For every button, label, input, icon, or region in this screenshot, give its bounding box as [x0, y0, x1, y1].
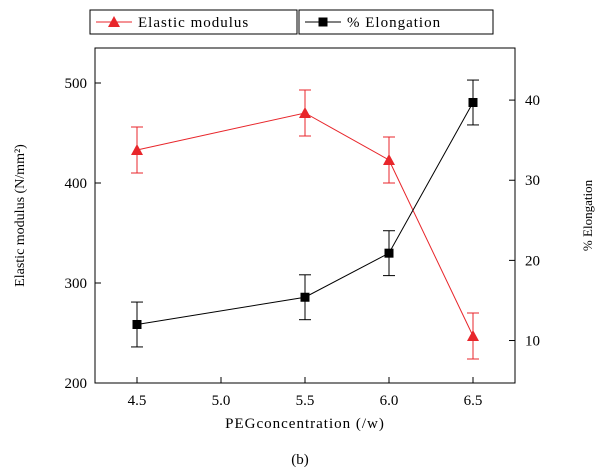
x-tick-label: 5.5 — [296, 393, 315, 409]
data-point-square — [468, 97, 478, 107]
x-tick-label: 6.0 — [380, 393, 399, 409]
series-elastic-modulus — [131, 89, 479, 360]
axis-ticks: 4.5 5.0 5.5 6.0 6.5 200 300 400 500 10 20 30 40 — [65, 76, 541, 409]
y-right-tick-label: 20 — [525, 253, 540, 269]
series-line — [136, 112, 474, 337]
data-point-square — [132, 319, 142, 329]
legend-item-elastic-modulus: Elastic modulus — [89, 9, 298, 35]
series-elongation — [131, 79, 479, 348]
series-layer — [131, 79, 479, 360]
x-axis-label: PEGconcentration (/w) — [225, 416, 385, 432]
x-tick-label: 6.5 — [464, 393, 483, 409]
y-right-tick-label: 40 — [525, 93, 540, 109]
x-tick-label: 4.5 — [128, 393, 147, 409]
y-axis-right-label: % Elongation — [580, 179, 595, 251]
y-left-tick-label: 200 — [65, 376, 88, 392]
y-left-tick-label: 400 — [65, 176, 88, 192]
data-point-triangle — [299, 107, 311, 118]
figure-caption: (b) — [291, 452, 309, 468]
data-point-triangle — [467, 330, 479, 341]
data-point-square — [300, 292, 310, 302]
y-right-tick-label: 10 — [525, 334, 540, 350]
legend-marker-square — [318, 17, 328, 27]
legend-label: % Elongation — [347, 15, 441, 31]
legend-label: Elastic modulus — [138, 15, 249, 31]
legend-item-elongation: % Elongation — [298, 9, 494, 35]
series-line — [136, 102, 474, 325]
y-left-tick-label: 500 — [65, 76, 88, 92]
y-right-tick-label: 30 — [525, 173, 540, 189]
data-point-triangle — [131, 144, 143, 155]
data-point-square — [384, 248, 394, 258]
x-tick-label: 5.0 — [212, 393, 231, 409]
y-left-tick-label: 300 — [65, 276, 88, 292]
legend-marker-triangle — [108, 16, 120, 27]
y-axis-left-label: Elastic modulus (N/mm²) — [13, 144, 28, 287]
legend: Elastic modulus % Elongation — [89, 9, 494, 35]
data-point-triangle — [383, 154, 395, 165]
